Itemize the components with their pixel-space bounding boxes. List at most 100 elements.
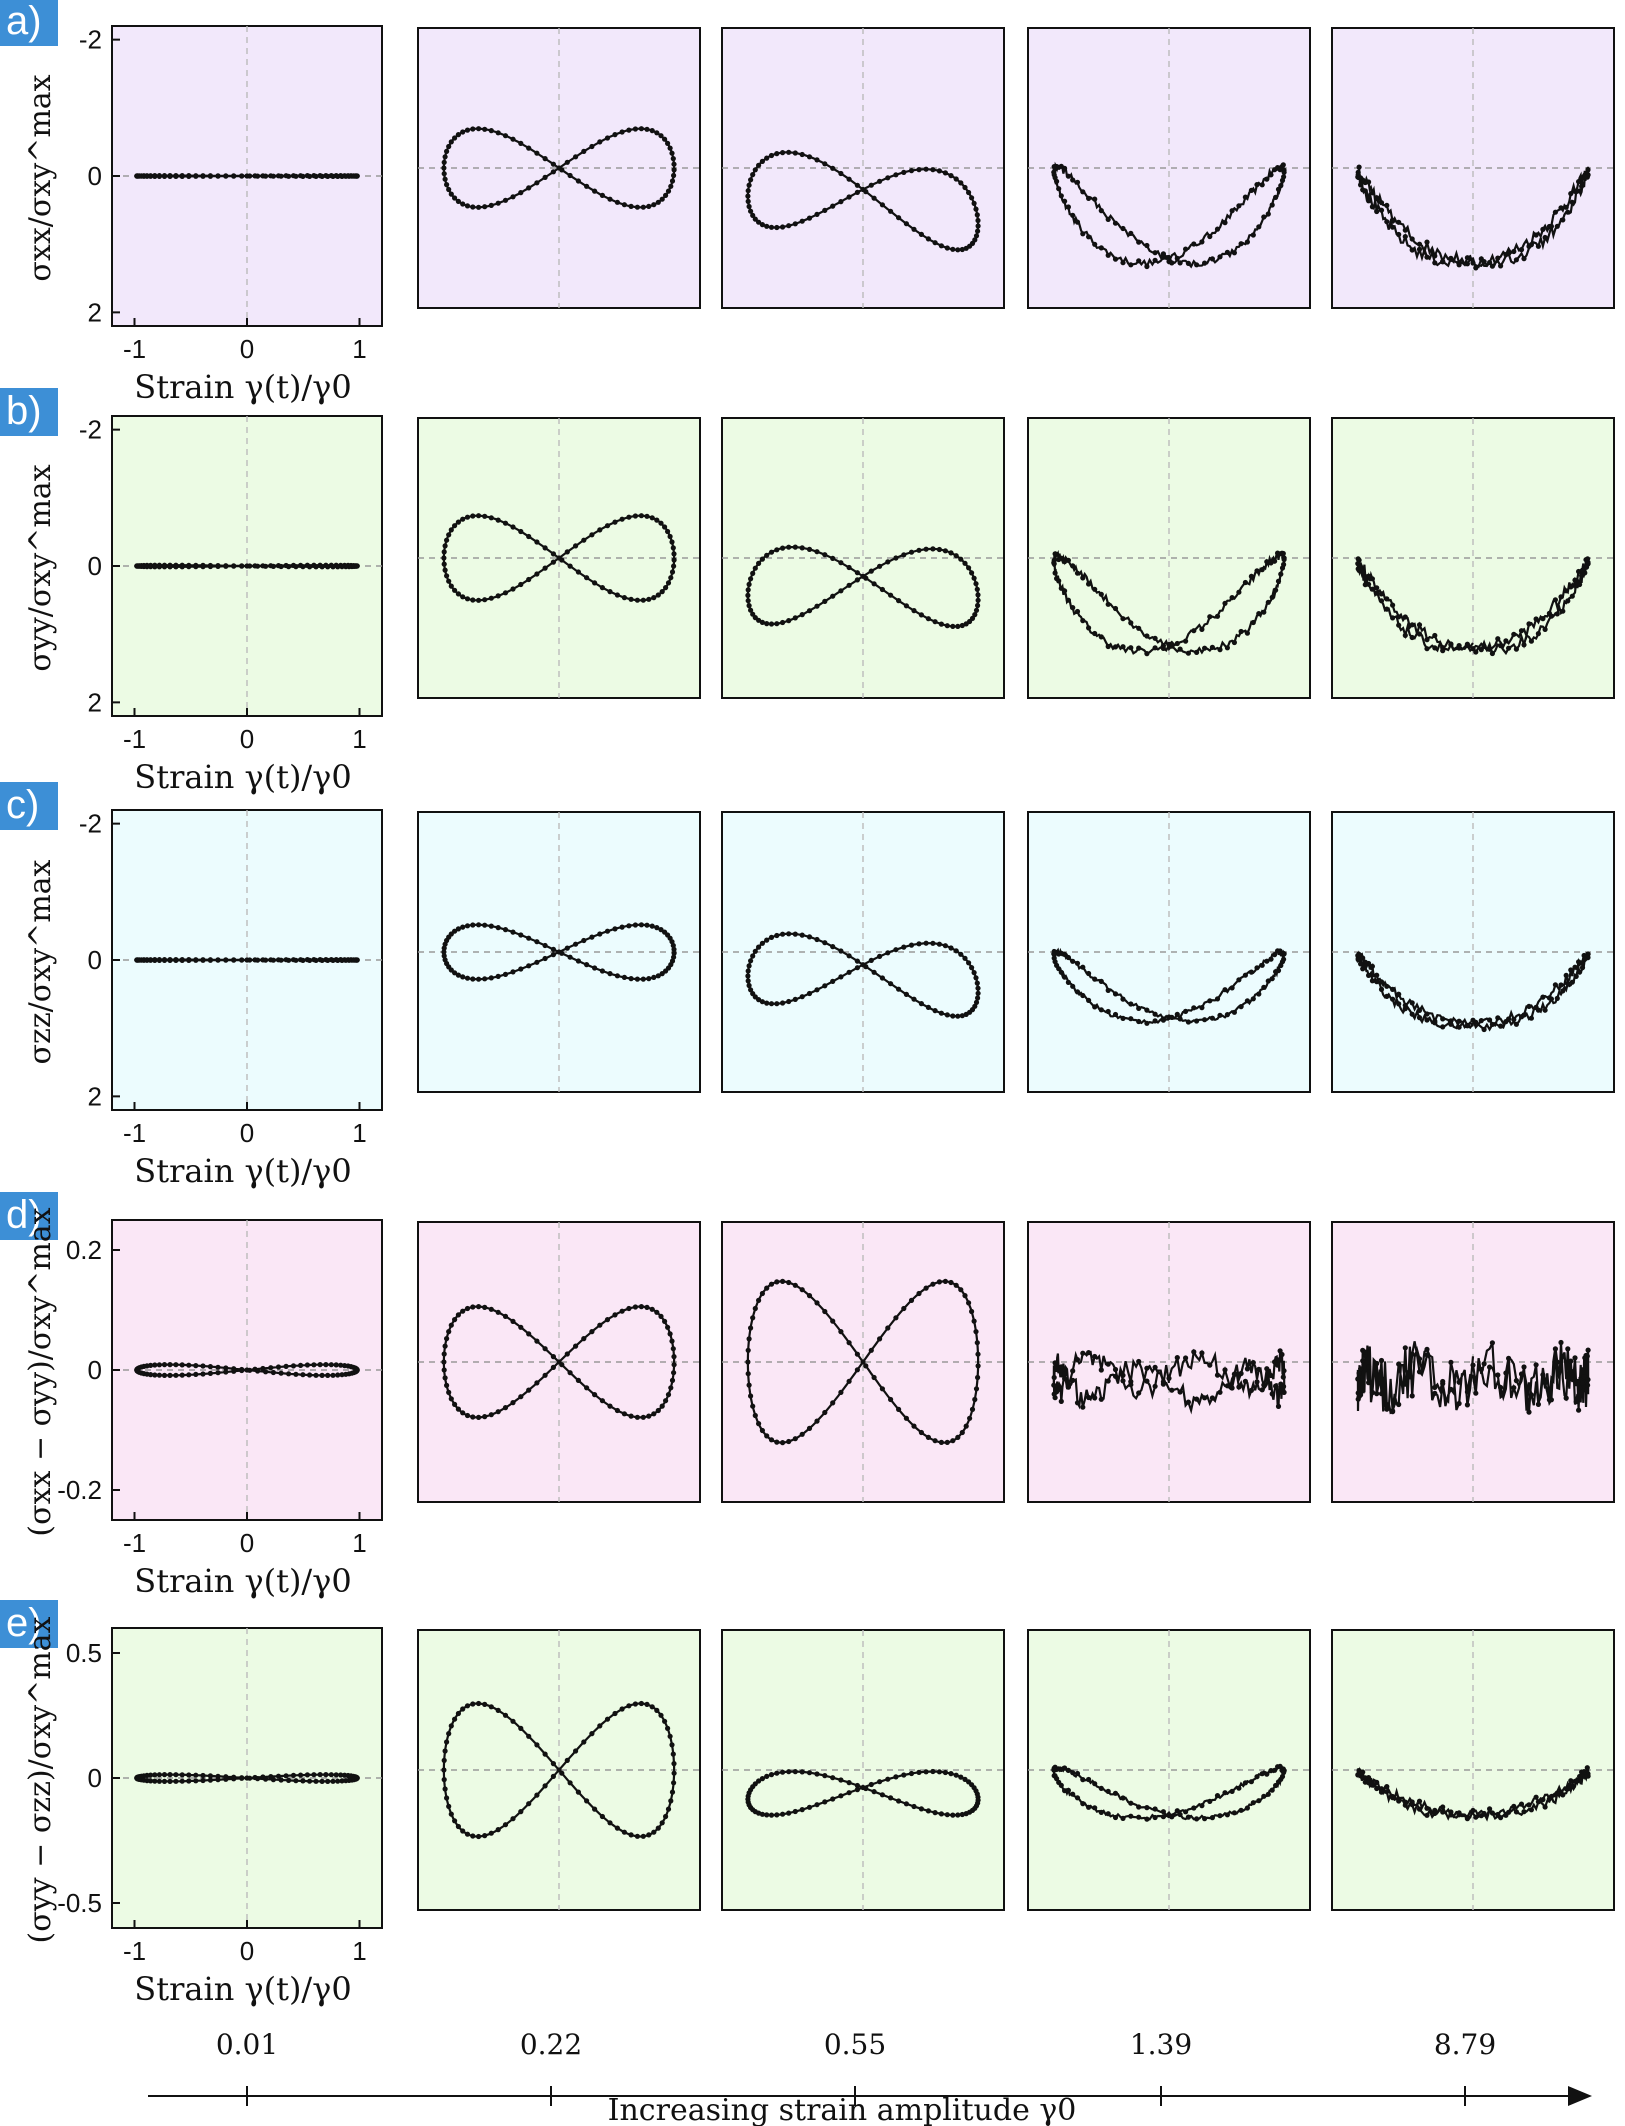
curve-marker	[1568, 1358, 1574, 1364]
curve-marker	[1579, 181, 1586, 187]
curve-marker	[1409, 247, 1415, 253]
curve-marker	[936, 168, 943, 174]
curve-marker	[599, 585, 606, 591]
curve-marker	[1378, 1357, 1385, 1364]
curve-marker	[1384, 1784, 1390, 1790]
curve-marker	[863, 1363, 869, 1369]
curve-marker	[452, 587, 458, 593]
curve-marker	[470, 126, 476, 132]
curve-marker	[476, 1833, 482, 1840]
curve-marker	[1098, 591, 1104, 597]
curve-marker	[1086, 1350, 1092, 1356]
curve-marker	[542, 174, 548, 180]
curve-marker	[313, 1778, 319, 1784]
curve-marker	[670, 156, 676, 162]
curve-marker	[969, 1406, 976, 1412]
curve-marker	[559, 557, 565, 563]
curve-marker	[304, 1362, 310, 1368]
curve-marker	[628, 1832, 634, 1838]
curve-marker	[1070, 958, 1076, 964]
curve-marker	[300, 173, 306, 179]
curve-marker	[564, 159, 570, 165]
curve-marker	[534, 180, 540, 186]
curve-marker	[1518, 628, 1525, 634]
curve-marker	[1378, 1789, 1385, 1795]
curve-marker	[1199, 1803, 1205, 1809]
curve-marker	[868, 568, 874, 574]
curve-marker	[1390, 986, 1396, 993]
curve-marker	[756, 617, 762, 623]
curve-marker	[335, 1372, 341, 1378]
curve-marker	[482, 1414, 488, 1420]
curve-marker	[1065, 597, 1071, 603]
curve-marker	[502, 1405, 509, 1411]
curve-marker	[186, 1772, 192, 1778]
curve-marker	[1261, 1793, 1267, 1799]
curve-marker	[1424, 239, 1430, 245]
curve-marker	[634, 597, 641, 603]
curve-marker	[1378, 207, 1385, 213]
curve-marker	[1369, 1390, 1375, 1396]
curve-marker	[658, 1313, 664, 1319]
curve-marker	[868, 957, 874, 964]
curve-marker	[1278, 1381, 1284, 1387]
curve-marker	[649, 515, 655, 521]
curve-marker	[148, 957, 154, 963]
curve-marker	[893, 172, 899, 178]
curve-marker	[148, 1372, 154, 1378]
curve-marker	[1521, 642, 1527, 648]
curve-marker	[193, 957, 199, 963]
curve-marker	[455, 1406, 461, 1412]
curve-marker	[1384, 993, 1390, 1000]
x-tick-label: 1	[352, 1528, 366, 1558]
curve-marker	[518, 1394, 524, 1400]
curve-marker	[495, 593, 501, 599]
curve-marker	[1384, 219, 1390, 225]
curve-marker	[464, 514, 471, 520]
curve-marker	[916, 941, 922, 947]
curve-marker	[534, 939, 540, 945]
curve-marker	[1473, 1019, 1479, 1025]
curve-marker	[1112, 991, 1119, 997]
curve-marker	[518, 932, 524, 938]
curve-marker	[518, 1809, 524, 1815]
curve-marker	[936, 941, 943, 947]
curve-marker	[1056, 1386, 1062, 1392]
curve-marker	[888, 592, 894, 598]
curve-marker	[923, 166, 929, 172]
curve-marker	[1498, 263, 1504, 269]
curve-marker	[1054, 1366, 1060, 1372]
curve-marker	[476, 976, 482, 982]
panel-gamma-1.39	[1027, 27, 1311, 309]
curve-marker	[1062, 974, 1068, 980]
curve-marker	[488, 515, 494, 521]
curve-marker	[161, 173, 168, 179]
curve-marker	[207, 1364, 213, 1370]
curve-marker	[871, 581, 877, 587]
curve-marker	[1448, 255, 1454, 261]
curve-marker	[223, 173, 229, 179]
curve-marker	[923, 1769, 929, 1775]
curve-marker	[1250, 1360, 1256, 1366]
curve-marker	[1280, 1374, 1286, 1380]
curve-marker	[1160, 1017, 1166, 1023]
x-tick-label: 1	[352, 1118, 366, 1148]
curve-marker	[1432, 632, 1438, 639]
curve-marker	[669, 1377, 676, 1383]
curve-marker	[1487, 1806, 1493, 1812]
curve-marker	[1191, 241, 1197, 247]
curve-marker	[488, 595, 494, 601]
curve-marker	[671, 551, 677, 557]
curve-marker	[973, 206, 979, 212]
curve-marker	[1579, 1380, 1586, 1386]
curve-marker	[330, 173, 336, 179]
curve-marker	[959, 1013, 965, 1019]
curve-marker	[621, 974, 628, 981]
curve-marker	[1378, 591, 1385, 597]
curve-marker	[925, 236, 932, 242]
curve-marker	[156, 564, 162, 570]
curve-marker	[746, 182, 752, 188]
curve-marker	[879, 1386, 886, 1392]
curve-marker	[1390, 996, 1396, 1002]
curve-marker	[550, 559, 557, 565]
